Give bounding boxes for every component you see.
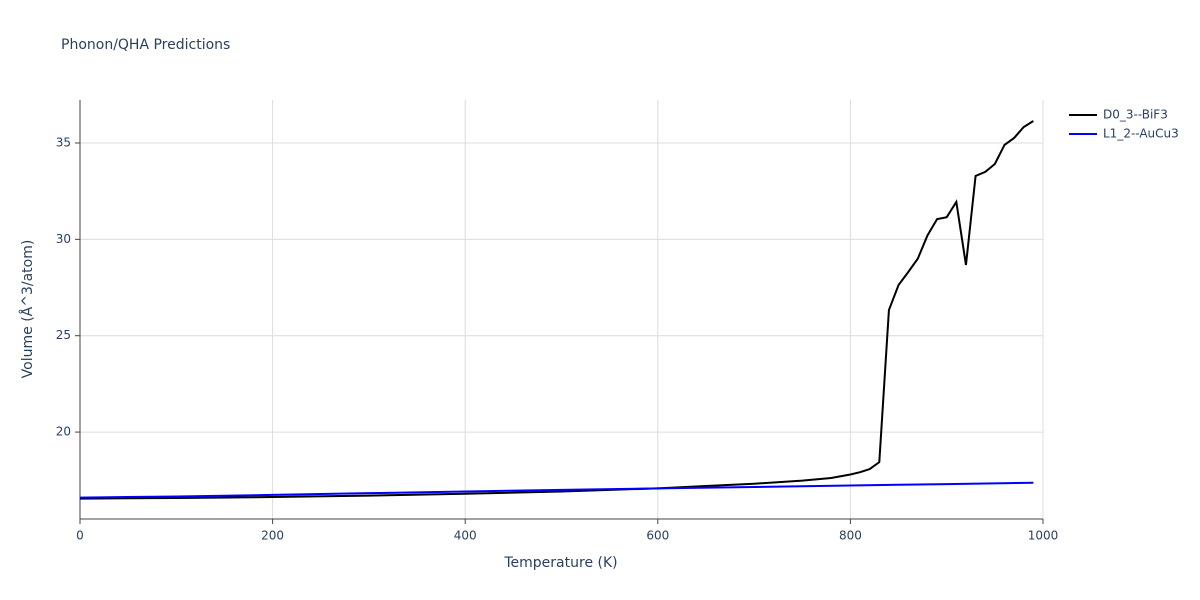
- y-axis-title: Volume (Å^3/atom): [19, 240, 36, 379]
- x-tick-label: 800: [839, 529, 862, 543]
- y-tick-label: 20: [56, 425, 71, 439]
- legend-label: D0_3--BiF3: [1103, 108, 1168, 122]
- x-tick-label: 200: [261, 529, 284, 543]
- y-tick-label: 35: [56, 135, 71, 149]
- legend-label: L1_2--AuCu3: [1103, 127, 1179, 141]
- x-tick-label: 1000: [1028, 529, 1059, 543]
- x-axis-title: Temperature (K): [503, 555, 617, 571]
- y-tick-label: 30: [56, 232, 71, 246]
- y-tick-label: 25: [56, 328, 71, 342]
- chart-title: Phonon/QHA Predictions: [61, 37, 230, 53]
- x-tick-label: 0: [76, 529, 84, 543]
- x-tick-label: 400: [454, 529, 477, 543]
- series-line: [79, 481, 1034, 499]
- series-line: [79, 120, 1034, 500]
- x-tick-label: 600: [646, 529, 669, 543]
